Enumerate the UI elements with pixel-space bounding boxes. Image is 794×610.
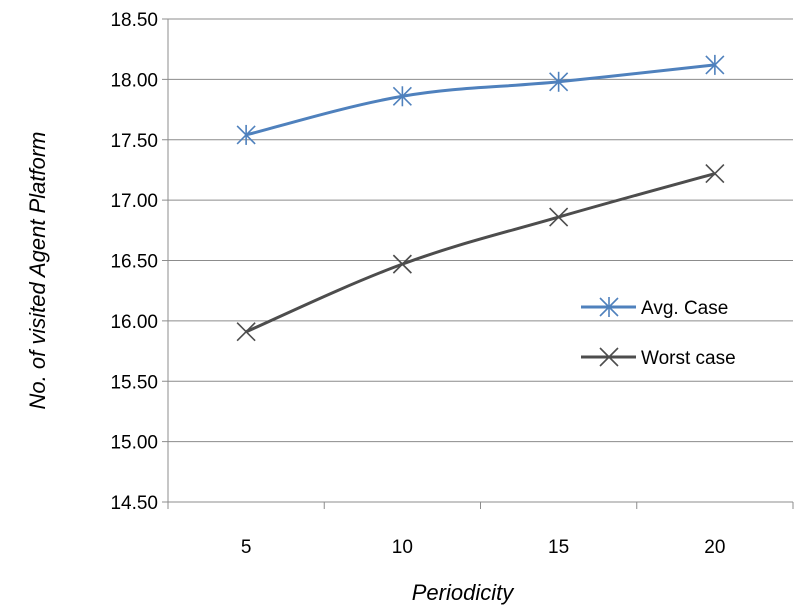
legend-item: Avg. Case bbox=[581, 297, 728, 319]
y-tick-label: 16.00 bbox=[110, 312, 158, 333]
y-tick-label: 16.50 bbox=[110, 252, 158, 273]
x-tick-label: 20 bbox=[704, 537, 725, 558]
y-tick-label: 17.50 bbox=[110, 131, 158, 152]
series-worst-case bbox=[236, 163, 725, 342]
legend: Avg. Case Worst case bbox=[581, 297, 736, 369]
x-tick-label: 10 bbox=[392, 537, 413, 558]
series-avg-case bbox=[236, 54, 725, 145]
legend-item: Worst case bbox=[581, 347, 736, 369]
y-tick-label: 18.50 bbox=[110, 10, 158, 31]
data-point-marker bbox=[549, 71, 569, 92]
y-tick-label: 14.50 bbox=[110, 493, 158, 514]
legend-label: Avg. Case bbox=[641, 298, 728, 319]
x-tick-label: 5 bbox=[241, 537, 252, 558]
data-point-marker bbox=[705, 54, 725, 75]
series-line bbox=[245, 63, 716, 137]
y-tick-label: 18.00 bbox=[110, 70, 158, 91]
x-tick-label: 15 bbox=[548, 537, 569, 558]
data-point-marker bbox=[236, 124, 256, 145]
y-tick-label: 17.00 bbox=[110, 191, 158, 212]
data-point-marker bbox=[549, 207, 569, 227]
y-tick-label: 15.00 bbox=[110, 433, 158, 454]
legend-marker bbox=[599, 297, 619, 317]
legend-label: Worst case bbox=[641, 348, 736, 369]
data-point-marker bbox=[705, 163, 725, 184]
y-tick-label: 15.50 bbox=[110, 372, 158, 393]
series-line bbox=[245, 172, 716, 334]
series-lines bbox=[236, 54, 725, 342]
data-point-marker bbox=[236, 322, 256, 342]
gridlines bbox=[168, 18, 793, 443]
x-axis-title: Periodicity bbox=[412, 580, 515, 605]
data-point-marker bbox=[392, 254, 412, 274]
legend-marker bbox=[599, 347, 619, 367]
y-axis-title: No. of visited Agent Platform bbox=[25, 132, 50, 410]
data-point-marker bbox=[392, 86, 412, 107]
axes: 14.50 15.00 15.50 16.00 16.50 17.00 17.50 18.00… bbox=[110, 10, 794, 558]
